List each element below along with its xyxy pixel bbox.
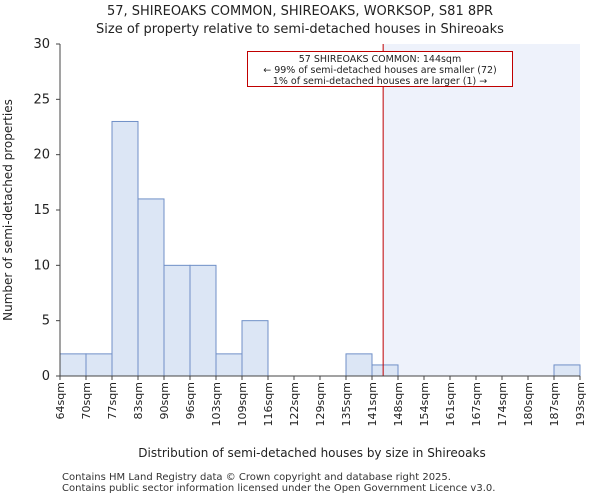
- histogram-chart: 0 5 10 15 20 25 30 64sqm 70sqm 77sqm 83sqm 90sqm 96…: [1, 37, 587, 460]
- x-tick-label: 167sqm: [470, 382, 483, 426]
- x-tick-label: 187sqm: [548, 382, 561, 426]
- x-tick-label: 116sqm: [262, 382, 275, 426]
- bar-64sqm: [59, 353, 87, 377]
- x-tick-label: 154sqm: [418, 382, 431, 426]
- larger-properties-region: [383, 44, 580, 376]
- bar-83sqm: [137, 198, 165, 377]
- y-axis-label: Number of semi-detached properties: [1, 99, 15, 321]
- x-tick-label: 161sqm: [444, 382, 457, 426]
- bar-77sqm: [111, 120, 139, 377]
- x-tick-label: 180sqm: [522, 382, 535, 426]
- x-tick-label: 77sqm: [106, 382, 119, 419]
- bars-group: [59, 120, 581, 377]
- y-tick-label: 30: [33, 37, 50, 52]
- bar-135sqm: [345, 353, 373, 377]
- x-tick-label: 141sqm: [366, 382, 379, 426]
- bar-141sqm: [371, 364, 399, 377]
- y-tick-label: 15: [33, 203, 50, 218]
- x-tick-label: 103sqm: [210, 382, 223, 426]
- x-tick-label: 148sqm: [392, 382, 405, 426]
- x-axis-label: Distribution of semi-detached houses by …: [138, 446, 485, 460]
- x-tick-label: 64sqm: [54, 382, 67, 419]
- bar-96sqm: [189, 264, 217, 377]
- bar-70sqm: [85, 353, 113, 377]
- x-axis-ticks: 64sqm 70sqm 77sqm 83sqm 90sqm 96sqm 103sqm 109s…: [54, 376, 587, 426]
- x-tick-label: 129sqm: [314, 382, 327, 426]
- y-tick-label: 10: [33, 258, 50, 273]
- chart-title-address: 57, SHIREOAKS COMMON, SHIREOAKS, WORKSOP…: [106, 4, 494, 19]
- annotation-title: 57 SHIREOAKS COMMON: 144sqm: [298, 54, 462, 65]
- bar-109sqm: [241, 320, 269, 377]
- attribution-land-registry: Contains HM Land Registry data © Crown c…: [62, 472, 451, 483]
- chart-subtitle: Size of property relative to semi-detach…: [96, 22, 504, 37]
- x-tick-label: 70sqm: [80, 382, 93, 419]
- y-tick-label: 0: [42, 369, 50, 384]
- x-tick-label: 96sqm: [184, 382, 197, 419]
- chart-title: 57, SHIREOAKS COMMON, SHIREOAKS, WORKSOP…: [0, 3, 600, 39]
- attribution-footer: Contains HM Land Registry data © Crown c…: [62, 472, 495, 494]
- annotation-larger: 1% of semi-detached houses are larger (1…: [272, 76, 488, 87]
- bar-90sqm: [163, 264, 191, 377]
- y-axis-ticks: 0 5 10 15 20 25 30: [33, 37, 60, 384]
- attribution-ogl: Contains public sector information licen…: [62, 483, 496, 494]
- x-tick-label: 135sqm: [340, 382, 353, 426]
- bar-187sqm: [553, 364, 581, 377]
- x-tick-label: 122sqm: [288, 382, 301, 426]
- annotation-smaller: ← 99% of semi-detached houses are smalle…: [263, 65, 497, 76]
- x-tick-label: 83sqm: [132, 382, 145, 419]
- property-annotation: 57 SHIREOAKS COMMON: 144sqm ← 99% of sem…: [247, 51, 513, 87]
- y-tick-label: 20: [33, 148, 50, 163]
- bar-103sqm: [215, 353, 243, 377]
- y-tick-label: 5: [42, 314, 50, 329]
- x-tick-label: 90sqm: [158, 382, 171, 419]
- y-tick-label: 25: [33, 92, 50, 107]
- x-tick-label: 109sqm: [236, 382, 249, 426]
- x-tick-label: 174sqm: [496, 382, 509, 426]
- x-tick-label: 193sqm: [574, 382, 587, 426]
